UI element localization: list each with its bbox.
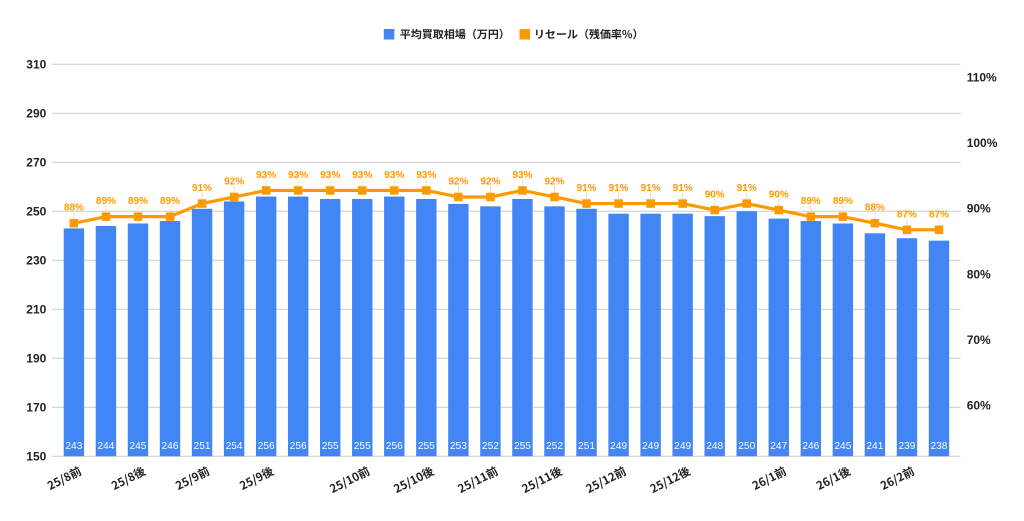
svg-text:249: 249	[642, 441, 659, 452]
svg-text:89%: 89%	[833, 196, 853, 207]
svg-text:87%: 87%	[897, 209, 917, 220]
svg-text:92%: 92%	[480, 176, 500, 187]
svg-text:92%: 92%	[544, 176, 564, 187]
svg-text:92%: 92%	[448, 176, 468, 187]
svg-text:93%: 93%	[256, 170, 276, 181]
svg-text:249: 249	[674, 441, 691, 452]
svg-text:248: 248	[706, 441, 723, 452]
svg-text:255: 255	[418, 441, 435, 452]
svg-text:252: 252	[482, 441, 499, 452]
svg-text:88%: 88%	[64, 203, 84, 214]
svg-text:245: 245	[834, 441, 851, 452]
svg-text:90%: 90%	[967, 202, 991, 216]
svg-text:93%: 93%	[512, 170, 532, 181]
svg-text:255: 255	[322, 441, 339, 452]
svg-text:190: 190	[26, 351, 46, 365]
svg-text:100%: 100%	[967, 136, 998, 150]
svg-text:246: 246	[802, 441, 819, 452]
svg-text:250: 250	[738, 441, 755, 452]
svg-text:256: 256	[290, 441, 307, 452]
svg-text:238: 238	[930, 441, 947, 452]
svg-text:91%: 91%	[737, 183, 757, 194]
svg-text:90%: 90%	[769, 190, 789, 201]
svg-text:91%: 91%	[577, 183, 597, 194]
svg-text:93%: 93%	[384, 170, 404, 181]
svg-text:310: 310	[26, 57, 46, 71]
svg-text:270: 270	[26, 155, 46, 169]
svg-text:246: 246	[162, 441, 179, 452]
svg-text:244: 244	[97, 441, 114, 452]
svg-text:253: 253	[450, 441, 467, 452]
svg-text:91%: 91%	[609, 183, 629, 194]
svg-text:250: 250	[26, 204, 46, 218]
svg-text:60%: 60%	[967, 398, 991, 412]
svg-text:88%: 88%	[865, 203, 885, 214]
svg-text:254: 254	[226, 441, 243, 452]
svg-text:256: 256	[258, 441, 275, 452]
svg-text:93%: 93%	[320, 170, 340, 181]
svg-text:110%: 110%	[967, 71, 997, 85]
svg-text:150: 150	[26, 449, 46, 463]
svg-text:252: 252	[546, 441, 563, 452]
svg-text:251: 251	[578, 441, 595, 452]
svg-text:87%: 87%	[929, 209, 949, 220]
svg-text:92%: 92%	[224, 176, 244, 187]
svg-text:245: 245	[129, 441, 146, 452]
svg-text:251: 251	[194, 441, 211, 452]
svg-text:255: 255	[514, 441, 531, 452]
svg-text:90%: 90%	[705, 190, 725, 201]
svg-text:89%: 89%	[96, 196, 116, 207]
svg-text:243: 243	[65, 441, 82, 452]
svg-text:93%: 93%	[352, 170, 372, 181]
svg-text:91%: 91%	[641, 183, 661, 194]
svg-text:93%: 93%	[416, 170, 436, 181]
svg-text:247: 247	[770, 441, 787, 452]
svg-text:230: 230	[26, 253, 46, 267]
svg-text:170: 170	[26, 400, 46, 414]
svg-text:256: 256	[386, 441, 403, 452]
svg-text:249: 249	[610, 441, 627, 452]
svg-text:255: 255	[354, 441, 371, 452]
svg-text:210: 210	[26, 302, 46, 316]
svg-text:290: 290	[26, 106, 46, 120]
svg-text:93%: 93%	[288, 170, 308, 181]
svg-text:89%: 89%	[801, 196, 821, 207]
svg-text:91%: 91%	[673, 183, 693, 194]
svg-text:80%: 80%	[967, 267, 991, 281]
svg-text:89%: 89%	[160, 196, 180, 207]
svg-text:239: 239	[898, 441, 915, 452]
svg-text:91%: 91%	[192, 183, 212, 194]
svg-text:89%: 89%	[128, 196, 148, 207]
svg-text:70%: 70%	[967, 333, 991, 347]
svg-text:241: 241	[866, 441, 883, 452]
